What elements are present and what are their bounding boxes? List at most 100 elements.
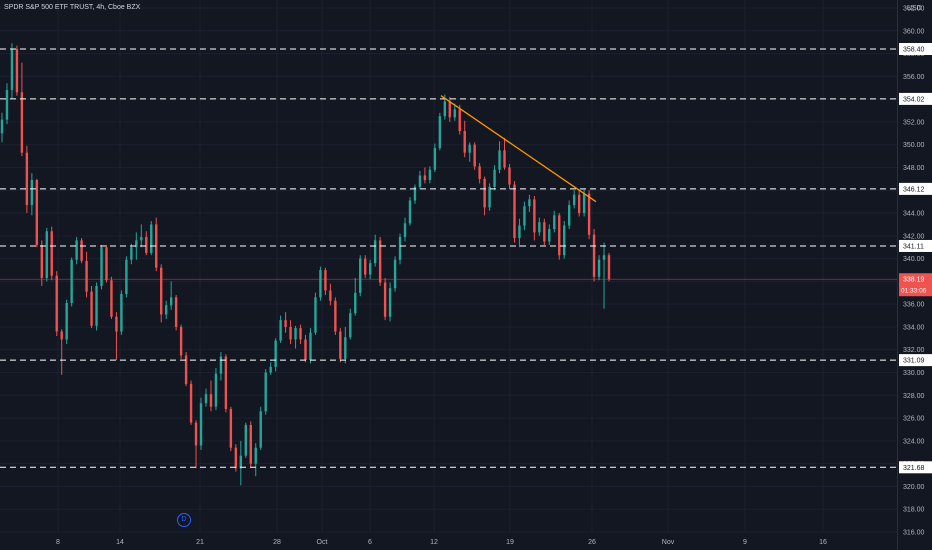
candle-body: [324, 270, 327, 291]
candle-body: [488, 186, 491, 208]
candle-body: [279, 320, 282, 341]
candle-body: [264, 372, 267, 412]
last-price-label: 338.19: [903, 277, 925, 284]
candle-body: [473, 144, 476, 167]
candle-body: [40, 244, 44, 278]
candle-body: [224, 356, 228, 409]
price-tick-label: 330.00: [903, 370, 925, 377]
candle-body: [100, 247, 103, 286]
candle-body: [10, 49, 14, 91]
candle-body: [359, 258, 362, 293]
candle-body: [249, 424, 252, 464]
candle-body: [120, 293, 123, 332]
candle-body: [204, 394, 208, 404]
candle-body: [105, 247, 108, 281]
price-tick-label: 342.00: [903, 233, 925, 240]
candle-body: [602, 255, 606, 260]
candle-body: [418, 175, 422, 187]
candle-body: [572, 194, 576, 206]
price-tick-label: 344.00: [903, 211, 925, 218]
candle-body: [70, 259, 73, 304]
candle-body: [15, 49, 19, 93]
price-tick-label: 336.00: [903, 302, 925, 309]
candle-body: [90, 291, 93, 326]
time-tick-label: 26: [588, 539, 596, 546]
candle-body: [209, 394, 213, 407]
candle-body: [140, 236, 143, 241]
candle-body: [513, 184, 516, 239]
time-tick-label: Oct: [317, 539, 328, 546]
candle-body: [85, 260, 88, 292]
level-price-tag: [899, 182, 932, 195]
candle-body: [364, 258, 367, 275]
dividend-marker-icon[interactable]: D: [177, 513, 191, 527]
candle-body: [438, 116, 442, 149]
candle-body: [160, 267, 163, 315]
level-price-tag: [899, 92, 932, 105]
candle-body: [433, 148, 437, 170]
candle-body: [309, 332, 312, 360]
candle-body: [294, 328, 297, 340]
candle-body: [30, 180, 34, 206]
time-tick-label: 28: [273, 539, 281, 546]
candle-body: [408, 200, 412, 224]
candle-body: [393, 259, 397, 289]
candle-body: [130, 247, 133, 260]
time-tick-label: 12: [430, 539, 438, 546]
price-tick-label: 318.00: [903, 507, 925, 514]
candle-body: [413, 186, 417, 201]
candle-body: [383, 282, 387, 317]
candle-body: [164, 305, 168, 315]
price-tick-label: 352.00: [903, 119, 925, 126]
level-price-tag: [899, 354, 932, 367]
candle-body: [194, 422, 198, 446]
candle-body: [453, 109, 456, 118]
candle-body: [304, 339, 307, 360]
candle-body: [169, 297, 173, 306]
level-price-label: 358.40: [903, 47, 925, 54]
candle-body: [5, 90, 9, 120]
time-tick-label: 14: [116, 539, 124, 546]
candle-body: [349, 313, 352, 338]
price-tick-label: 326.00: [903, 416, 925, 423]
candle-body: [567, 205, 571, 226]
candle-body: [458, 109, 461, 132]
candle-body: [483, 178, 486, 208]
price-tick-label: 350.00: [903, 142, 925, 149]
candle-body: [558, 215, 561, 256]
candle-body: [299, 328, 302, 340]
time-tick-label: 16: [819, 539, 827, 546]
bar-countdown-label: 01:33:06: [901, 288, 927, 295]
candle-body: [607, 255, 611, 280]
candle-body: [498, 150, 501, 170]
price-tick-label: 356.00: [903, 74, 925, 81]
candle-body: [145, 236, 148, 253]
candle-body: [284, 320, 287, 327]
candle-body: [269, 366, 272, 373]
currency-label: USD: [907, 5, 922, 12]
candle-body: [597, 259, 601, 277]
price-tick-label: 340.00: [903, 256, 925, 263]
candle-body: [214, 373, 218, 407]
candle-body: [35, 180, 39, 245]
price-tick-label: 328.00: [903, 393, 925, 400]
candle-body: [115, 316, 118, 332]
candle-body: [478, 166, 481, 179]
candle-body: [334, 300, 337, 332]
time-tick-label: 9: [743, 539, 747, 546]
candle-body: [65, 303, 68, 340]
candle-body: [274, 340, 277, 367]
candle-body: [468, 144, 471, 153]
price-tick-label: 320.00: [903, 484, 925, 491]
candle-body: [329, 290, 332, 301]
candle-body: [319, 270, 322, 298]
candle-body: [45, 231, 48, 278]
candle-body: [55, 275, 58, 332]
candle-body: [368, 263, 372, 275]
price-tick-label: 332.00: [903, 347, 925, 354]
candle-body: [388, 288, 392, 317]
candle-body: [174, 297, 178, 327]
candle-body: [234, 447, 238, 469]
